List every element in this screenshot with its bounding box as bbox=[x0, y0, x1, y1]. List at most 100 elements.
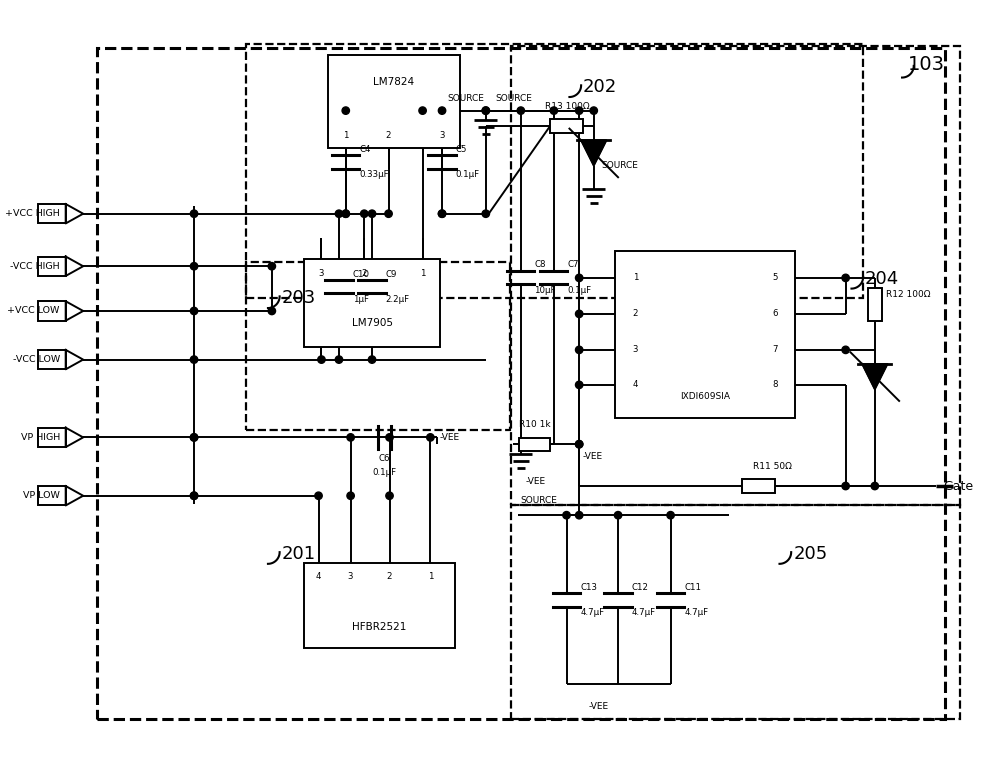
Text: IXDI609SIA: IXDI609SIA bbox=[680, 392, 730, 401]
Polygon shape bbox=[581, 140, 606, 166]
Circle shape bbox=[842, 274, 849, 282]
Text: 0.33μF: 0.33μF bbox=[359, 170, 389, 180]
Circle shape bbox=[614, 511, 622, 519]
Text: -VEE: -VEE bbox=[583, 452, 603, 461]
Circle shape bbox=[438, 107, 446, 114]
Text: 2.2μF: 2.2μF bbox=[386, 295, 410, 304]
Bar bbox=[246, 43, 863, 298]
Text: 10μF: 10μF bbox=[534, 285, 556, 295]
Bar bbox=[246, 263, 510, 430]
Bar bbox=[519, 438, 550, 451]
Bar bbox=[38, 256, 66, 276]
Circle shape bbox=[386, 492, 393, 499]
Text: C6: C6 bbox=[379, 454, 390, 463]
Text: SOURCE: SOURCE bbox=[447, 94, 484, 103]
Text: C11: C11 bbox=[684, 583, 701, 591]
Circle shape bbox=[190, 492, 198, 499]
Text: VP LOW: VP LOW bbox=[23, 492, 60, 500]
Text: C10: C10 bbox=[353, 269, 370, 279]
Text: -VEE: -VEE bbox=[526, 476, 546, 486]
Bar bbox=[38, 204, 66, 224]
Circle shape bbox=[342, 107, 349, 114]
Text: LM7905: LM7905 bbox=[352, 317, 393, 328]
Text: 4.7μF: 4.7μF bbox=[580, 608, 604, 617]
Text: 3: 3 bbox=[633, 345, 638, 355]
Circle shape bbox=[842, 482, 849, 490]
Circle shape bbox=[575, 441, 583, 448]
Bar bbox=[304, 260, 440, 347]
Text: Gate: Gate bbox=[943, 479, 973, 492]
Polygon shape bbox=[862, 364, 887, 390]
Text: 3: 3 bbox=[319, 269, 324, 278]
Text: C5: C5 bbox=[456, 145, 467, 154]
Text: 5: 5 bbox=[772, 273, 778, 282]
Circle shape bbox=[563, 511, 570, 519]
Circle shape bbox=[315, 492, 322, 499]
Circle shape bbox=[482, 107, 489, 114]
Circle shape bbox=[386, 434, 393, 441]
Text: C13: C13 bbox=[580, 583, 597, 591]
Circle shape bbox=[575, 346, 583, 354]
Circle shape bbox=[335, 210, 343, 218]
Circle shape bbox=[190, 210, 198, 218]
Circle shape bbox=[419, 107, 426, 114]
Text: 6: 6 bbox=[772, 310, 778, 318]
Circle shape bbox=[427, 434, 434, 441]
Text: -VEE: -VEE bbox=[589, 702, 609, 711]
Text: R10 1k: R10 1k bbox=[519, 420, 550, 429]
Circle shape bbox=[335, 356, 343, 363]
Text: 3: 3 bbox=[439, 132, 445, 141]
Circle shape bbox=[347, 492, 354, 499]
Circle shape bbox=[190, 263, 198, 270]
Text: HFBR2521: HFBR2521 bbox=[352, 622, 406, 632]
Text: 1: 1 bbox=[343, 132, 349, 141]
Circle shape bbox=[482, 107, 489, 114]
Text: 2: 2 bbox=[633, 310, 638, 318]
Circle shape bbox=[268, 307, 276, 314]
Circle shape bbox=[517, 107, 525, 114]
Circle shape bbox=[575, 381, 583, 389]
Circle shape bbox=[190, 434, 198, 441]
Circle shape bbox=[871, 482, 879, 490]
Circle shape bbox=[190, 434, 198, 441]
Circle shape bbox=[575, 310, 583, 317]
Text: 3: 3 bbox=[348, 572, 353, 581]
Circle shape bbox=[361, 210, 368, 218]
Bar bbox=[38, 350, 66, 369]
Circle shape bbox=[318, 356, 325, 363]
Bar bbox=[328, 56, 460, 148]
Circle shape bbox=[347, 434, 354, 441]
Circle shape bbox=[342, 210, 349, 218]
Text: C4: C4 bbox=[359, 145, 371, 154]
Bar bbox=[511, 46, 960, 505]
Bar bbox=[742, 479, 775, 493]
Circle shape bbox=[842, 346, 849, 354]
Text: 1: 1 bbox=[428, 572, 433, 581]
Text: -VCC HIGH: -VCC HIGH bbox=[10, 262, 60, 271]
Text: 204: 204 bbox=[865, 270, 899, 288]
Text: -VCC LOW: -VCC LOW bbox=[13, 355, 60, 364]
Text: 4.7μF: 4.7μF bbox=[632, 608, 656, 617]
Text: C12: C12 bbox=[632, 583, 649, 591]
Text: SOURCE: SOURCE bbox=[602, 161, 638, 170]
Circle shape bbox=[438, 210, 446, 218]
Circle shape bbox=[385, 210, 392, 218]
Circle shape bbox=[575, 107, 583, 114]
Text: 0.1μF: 0.1μF bbox=[456, 170, 480, 180]
Text: 0.1μF: 0.1μF bbox=[373, 468, 397, 477]
Text: -VEE: -VEE bbox=[439, 433, 459, 442]
Text: 103: 103 bbox=[908, 56, 945, 75]
Bar bbox=[38, 301, 66, 320]
Text: 1μF: 1μF bbox=[353, 295, 369, 304]
Text: R13 100Ω: R13 100Ω bbox=[545, 102, 590, 111]
Text: 8: 8 bbox=[772, 380, 778, 390]
Bar bbox=[511, 505, 960, 719]
Circle shape bbox=[190, 492, 198, 499]
Text: 1: 1 bbox=[420, 269, 425, 278]
Text: R12 100Ω: R12 100Ω bbox=[886, 290, 931, 299]
Bar bbox=[38, 428, 66, 447]
Text: +VCC HIGH: +VCC HIGH bbox=[5, 209, 60, 218]
Text: C8: C8 bbox=[534, 260, 546, 269]
Circle shape bbox=[368, 356, 376, 363]
Circle shape bbox=[438, 210, 446, 218]
